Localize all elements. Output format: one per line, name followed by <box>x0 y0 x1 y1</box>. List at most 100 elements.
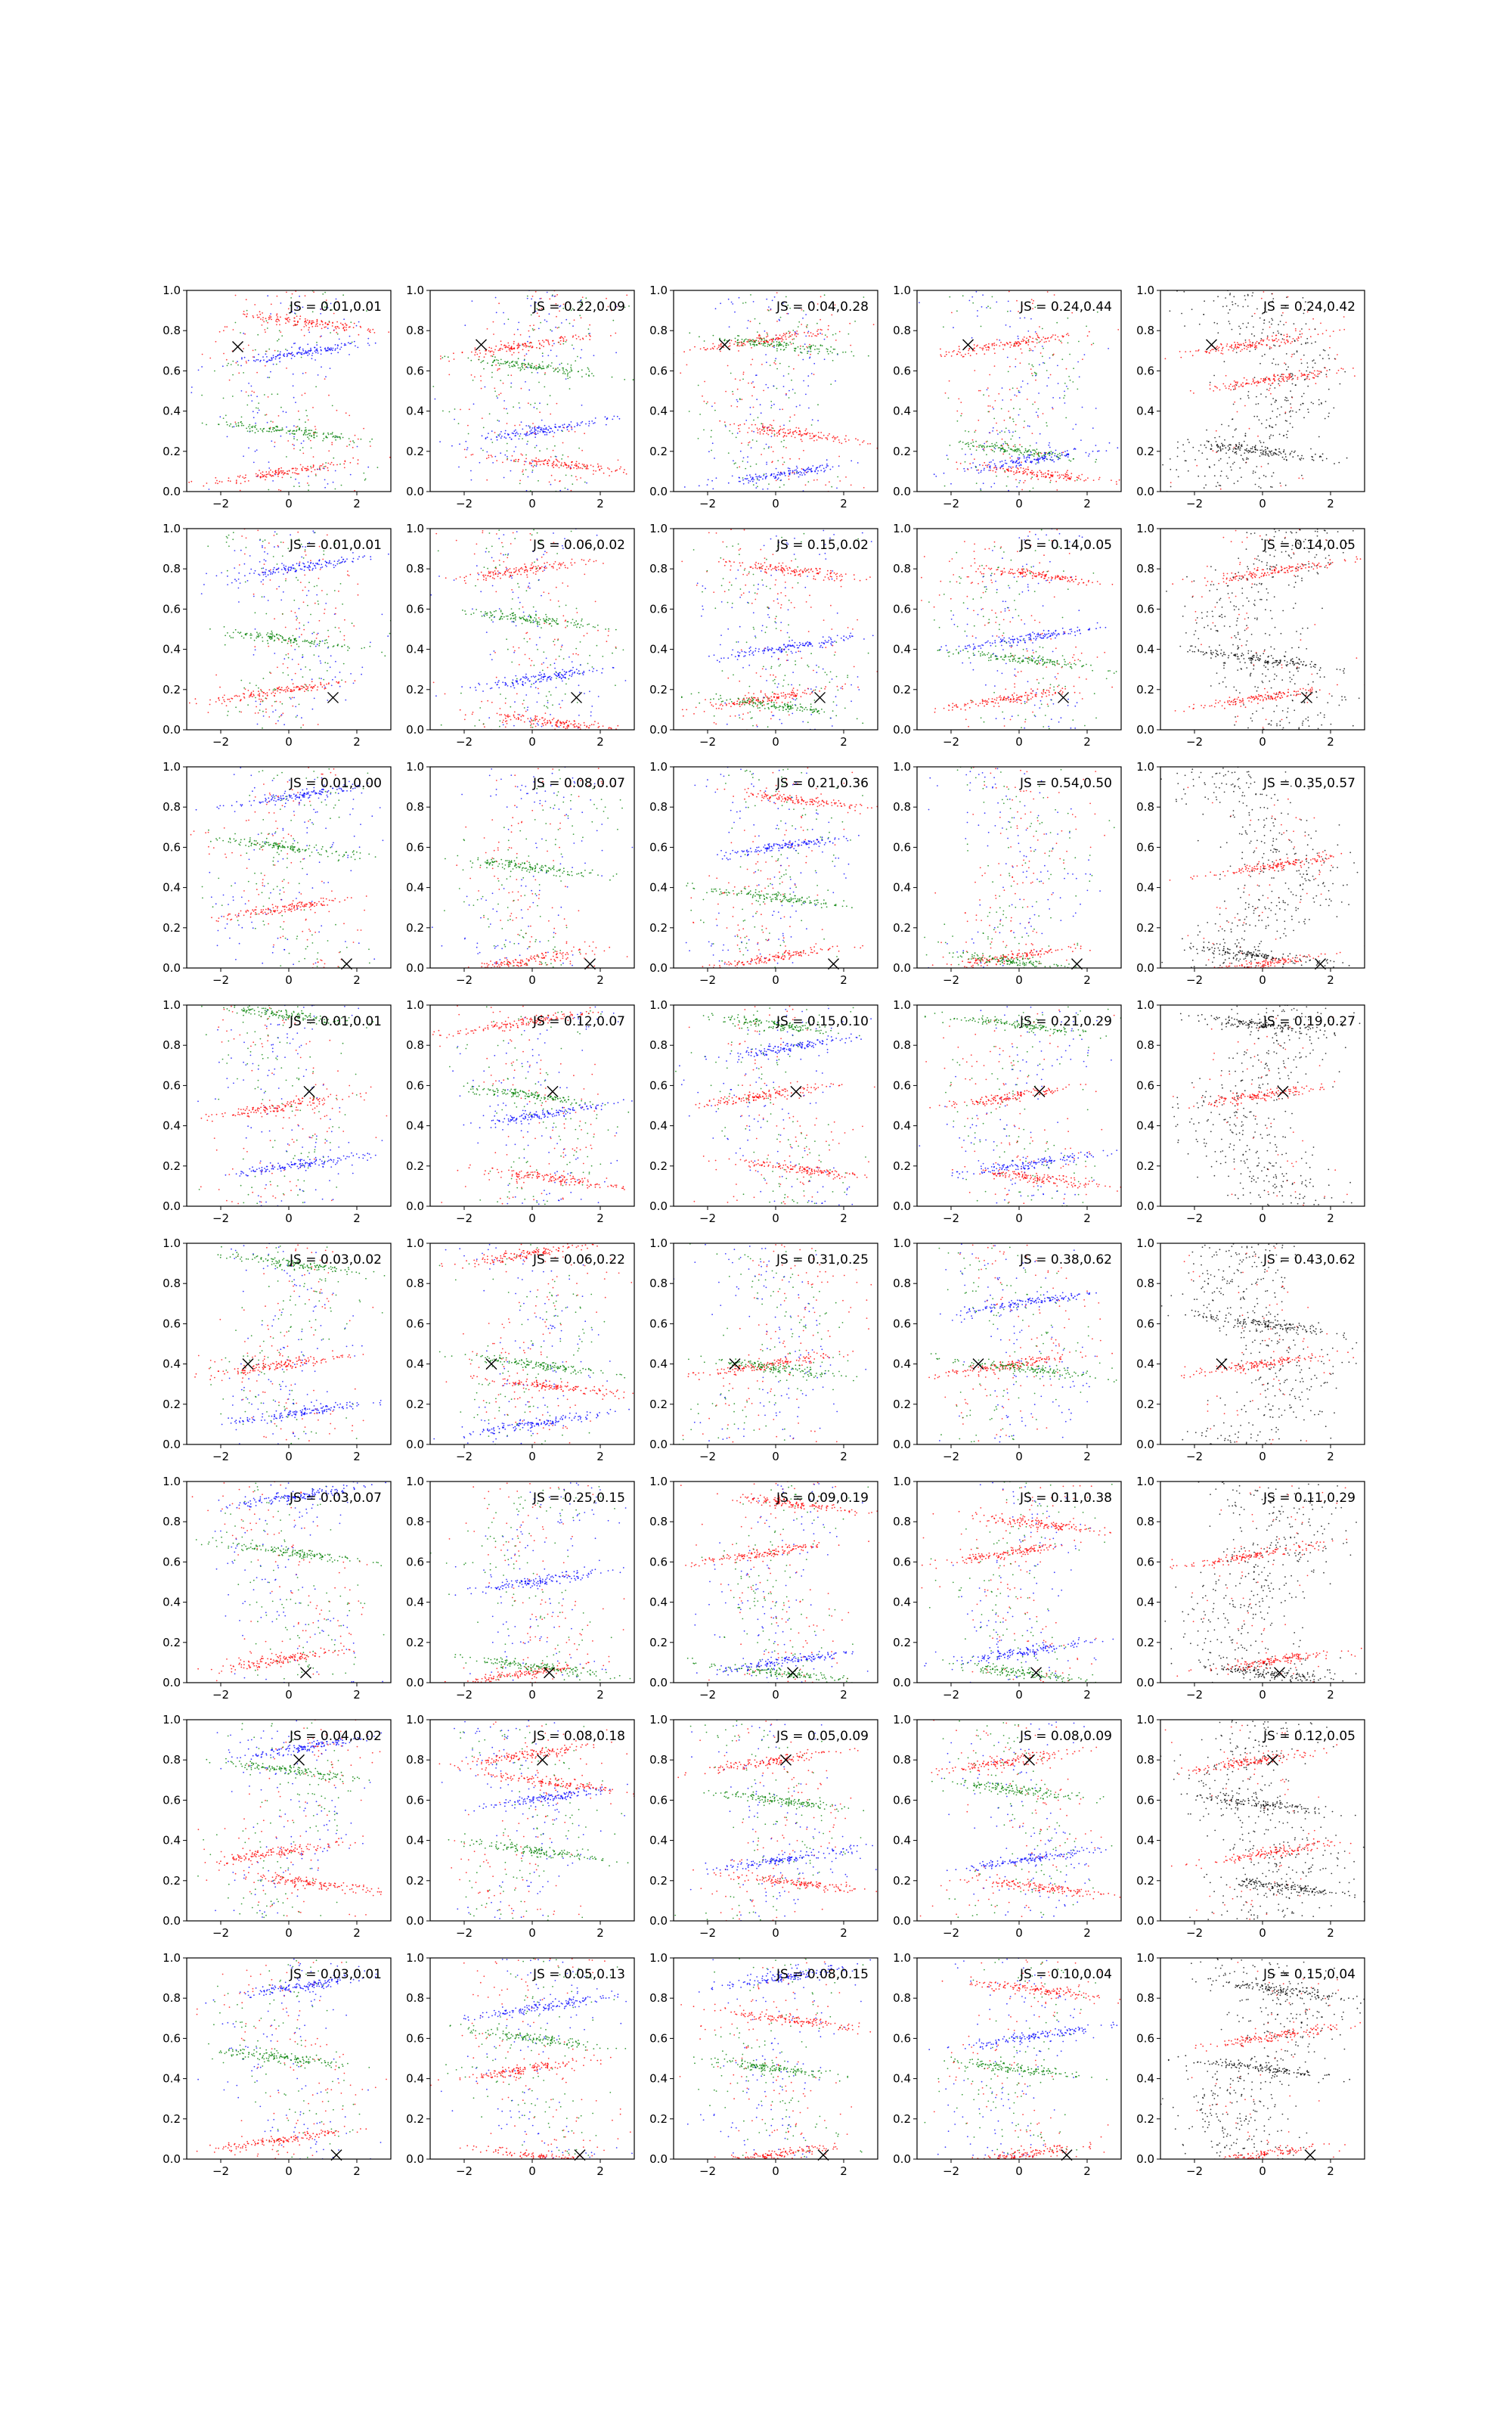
scatter-point-green <box>1033 452 1035 455</box>
scatter-point-red <box>541 308 543 310</box>
scatter-point-green <box>750 294 751 296</box>
scatter-point-red <box>810 335 813 337</box>
scatter-point-black <box>1311 458 1313 461</box>
scatter-point-red <box>286 291 287 293</box>
scatter-point-green <box>244 581 246 583</box>
scatter-point-green <box>254 612 256 614</box>
scatter-point-red <box>303 628 305 631</box>
scatter-point-red <box>1116 483 1117 485</box>
scatter-point-black <box>1225 475 1228 477</box>
scatter-point-blue <box>256 449 258 451</box>
scatter-point-blue <box>329 347 330 349</box>
scatter-point-red <box>775 334 777 337</box>
scatter-point-black <box>1254 445 1256 447</box>
scatter-point-black <box>1177 441 1179 443</box>
scatter-point-green <box>569 322 571 324</box>
scatter-point-green <box>947 397 950 399</box>
scatter-point-green <box>763 343 764 345</box>
scatter-point-blue <box>755 482 758 484</box>
scatter-point-blue <box>1097 450 1098 452</box>
scatter-point-green <box>290 476 292 479</box>
scatter-point-red <box>1033 299 1034 302</box>
scatter-point-red <box>316 634 318 635</box>
scatter-point-red <box>776 292 778 293</box>
scatter-point-black <box>1225 452 1227 455</box>
scatter-point-red <box>1021 461 1022 464</box>
scatter-point-red <box>1219 389 1221 391</box>
scatter-point-green <box>753 341 755 343</box>
scatter-point-red <box>530 462 532 464</box>
scatter-point-red <box>1206 350 1208 352</box>
scatter-point-red <box>495 345 497 347</box>
scatter-point-red <box>733 423 736 425</box>
scatter-point-red <box>766 427 768 429</box>
scatter-point-red <box>259 694 261 697</box>
scatter-point-green <box>788 397 790 399</box>
scatter-point-blue <box>566 429 569 430</box>
scatter-point-red <box>345 329 348 331</box>
scatter-point-blue <box>857 462 859 464</box>
scatter-point-black <box>1283 324 1284 326</box>
scatter-point-black <box>1241 445 1242 447</box>
scatter-point-blue <box>760 476 762 478</box>
scatter-point-green <box>986 446 988 448</box>
scatter-point-red <box>533 324 534 326</box>
scatter-point-red <box>218 700 220 701</box>
scatter-point-red <box>224 700 225 703</box>
scatter-point-red <box>1002 343 1004 346</box>
scatter-point-red <box>990 470 992 471</box>
scatter-point-red <box>324 321 327 324</box>
scatter-point-red <box>1029 336 1031 338</box>
scatter-point-red <box>850 484 852 486</box>
scatter-point-blue <box>307 355 308 356</box>
scatter-point-blue <box>296 307 299 309</box>
scatter-point-blue <box>525 381 526 383</box>
scatter-point-blue <box>503 312 504 314</box>
scatter-point-red <box>555 458 557 461</box>
scatter-point-blue <box>1006 356 1009 358</box>
scatter-point-green <box>738 335 740 337</box>
scatter-point-blue <box>1065 455 1067 457</box>
scatter-point-black <box>1269 451 1272 453</box>
scatter-point-red <box>988 343 990 345</box>
scatter-point-green <box>1070 460 1072 462</box>
scatter-point-red <box>578 463 580 464</box>
scatter-point-blue <box>317 352 319 354</box>
scatter-point-red <box>1048 340 1050 342</box>
scatter-point-red <box>453 352 454 355</box>
scatter-point-red <box>1015 472 1017 474</box>
scatter-point-red <box>987 349 990 351</box>
scatter-point-blue <box>508 433 510 436</box>
scatter-point-red <box>1252 380 1254 383</box>
scatter-point-blue <box>766 361 767 364</box>
scatter-point-blue <box>284 353 285 355</box>
scatter-point-red <box>1057 336 1059 338</box>
scatter-point-blue <box>516 431 518 433</box>
scatter-point-red <box>575 465 578 467</box>
scatter-point-red <box>742 343 745 344</box>
scatter-point-blue <box>950 482 952 485</box>
scatter-point-blue <box>550 349 552 352</box>
scatter-point-red <box>218 330 221 333</box>
scatter-point-red <box>1287 376 1289 378</box>
scatter-point-green <box>281 335 284 337</box>
scatter-point-black <box>1217 450 1219 451</box>
scatter-point-red <box>581 449 583 451</box>
scatter-point-green <box>1017 448 1019 451</box>
scatter-point-red <box>772 339 774 340</box>
scatter-point-red <box>1213 390 1215 392</box>
scatter-point-green <box>232 360 234 362</box>
scatter-point-red <box>1055 338 1056 340</box>
scatter-point-blue <box>466 447 469 449</box>
scatter-point-green <box>511 365 513 368</box>
scatter-point-black <box>1328 369 1331 371</box>
scatter-point-red <box>252 356 254 358</box>
scatter-point-red <box>1326 370 1328 371</box>
scatter-point-red <box>571 427 573 429</box>
scatter-point-red <box>1015 395 1018 397</box>
scatter-point-red <box>798 458 801 460</box>
scatter-point-red <box>312 464 314 466</box>
scatter-point-black <box>1338 461 1340 464</box>
scatter-point-green <box>305 429 306 431</box>
scatter-point-blue <box>277 354 279 356</box>
